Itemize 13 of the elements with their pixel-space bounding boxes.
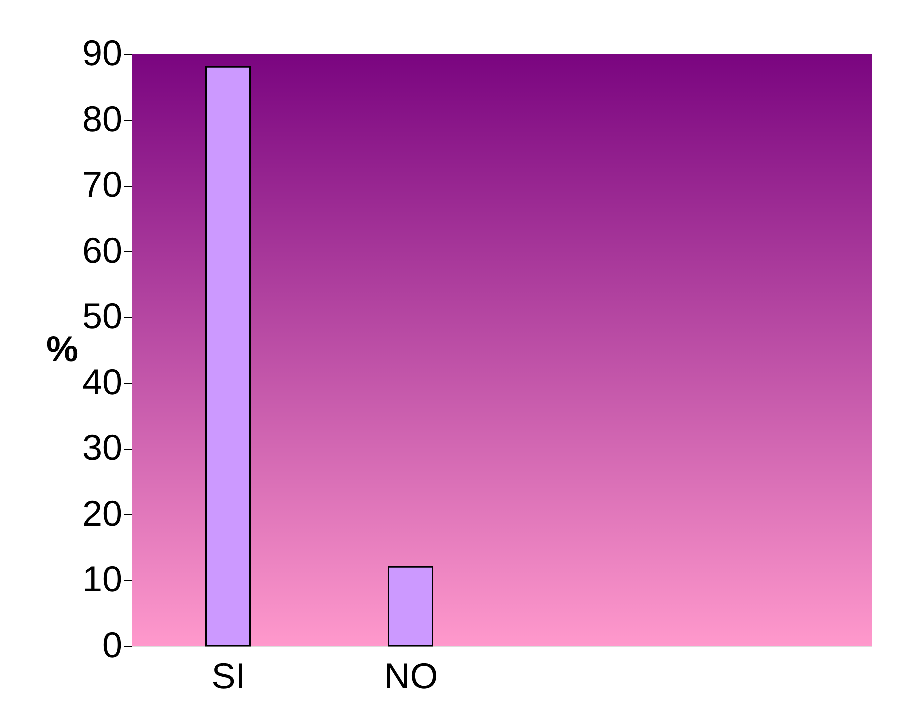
y-tick-label: 0 [102, 624, 122, 666]
y-tick-label: 50 [82, 296, 122, 337]
y-tick-label: 80 [82, 98, 122, 140]
x-tick-label: NO [384, 656, 438, 696]
y-axis-title: % [46, 328, 78, 370]
y-tick-label: 10 [82, 558, 122, 600]
y-tick-label: 40 [82, 361, 122, 402]
y-tick-label: 20 [82, 492, 122, 534]
y-tick-label: 90 [82, 32, 122, 74]
y-tick-label: 70 [82, 164, 122, 206]
y-tick-label: 60 [82, 230, 122, 271]
x-tick-label: SI [212, 656, 246, 696]
y-tick-label: 30 [82, 427, 122, 468]
